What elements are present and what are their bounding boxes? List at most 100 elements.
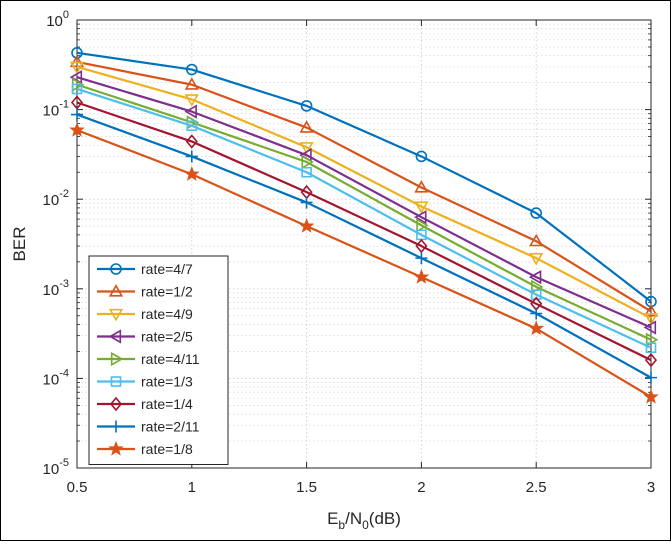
series-line bbox=[76, 129, 652, 398]
y-tick-label: 10-3 bbox=[43, 278, 69, 299]
data-point bbox=[415, 238, 428, 254]
data-point bbox=[301, 154, 314, 170]
series-line bbox=[76, 87, 652, 349]
legend-label: rate=1/8 bbox=[141, 441, 193, 457]
data-point bbox=[643, 320, 657, 335]
series-line bbox=[76, 101, 652, 362]
data-point bbox=[110, 420, 122, 433]
x-axis-label-tail: (dB) bbox=[369, 509, 401, 528]
legend-item: rate=1/3 bbox=[97, 374, 193, 390]
x-axis-label-sub-b: b bbox=[338, 518, 345, 532]
series-rate-2-5 bbox=[69, 70, 657, 335]
data-point bbox=[109, 396, 123, 412]
legend-item: rate=1/8 bbox=[97, 440, 193, 457]
data-point bbox=[530, 307, 543, 320]
data-point bbox=[643, 303, 659, 317]
data-point bbox=[186, 120, 198, 132]
data-point bbox=[69, 121, 85, 137]
legend-item: rate=4/7 bbox=[97, 261, 193, 277]
series-rate-1-2 bbox=[69, 54, 659, 317]
data-point bbox=[416, 218, 429, 233]
data-point bbox=[645, 371, 657, 384]
data-point bbox=[69, 54, 85, 68]
series-line bbox=[76, 65, 652, 320]
series-line bbox=[76, 51, 652, 303]
x-tick-labels: 0.5 1 1.5 2 2.5 3 bbox=[67, 479, 656, 496]
data-point bbox=[414, 210, 427, 225]
data-point bbox=[110, 351, 124, 367]
data-point bbox=[300, 196, 313, 209]
y-tick-label: 100 bbox=[46, 9, 69, 30]
x-tick-label: 1.5 bbox=[296, 479, 317, 496]
series-rate-4-7 bbox=[71, 47, 657, 308]
data-point bbox=[414, 180, 429, 193]
data-point bbox=[415, 252, 428, 265]
data-point bbox=[71, 83, 83, 95]
data-point bbox=[184, 104, 197, 119]
legend-label: rate=4/11 bbox=[141, 351, 200, 367]
x-tick-label: 2 bbox=[417, 479, 425, 496]
legend-label: rate=4/9 bbox=[141, 306, 193, 322]
series-rate-4-9 bbox=[69, 61, 659, 326]
series-line bbox=[76, 83, 652, 341]
data-point bbox=[71, 108, 83, 121]
y-tick-label: 10-1 bbox=[43, 99, 69, 120]
data-point bbox=[414, 201, 429, 214]
y-tick-label: 10-5 bbox=[43, 457, 69, 478]
legend-label: rate=1/4 bbox=[141, 396, 193, 412]
x-tick-label: 0.5 bbox=[67, 479, 88, 496]
data-point bbox=[185, 134, 198, 149]
data-point bbox=[184, 77, 199, 90]
x-axis-label-sub-0: 0 bbox=[362, 518, 369, 532]
data-point bbox=[108, 440, 124, 456]
x-axis-label-main: E bbox=[327, 509, 338, 528]
series-layer bbox=[69, 47, 659, 404]
series-line bbox=[76, 113, 652, 379]
legend-label: rate=4/7 bbox=[141, 261, 193, 277]
data-point bbox=[299, 120, 314, 133]
x-tick-label: 2.5 bbox=[526, 479, 547, 496]
legend-item: rate=1/2 bbox=[97, 284, 193, 300]
legend-label: rate=1/3 bbox=[141, 374, 193, 390]
data-point bbox=[300, 100, 313, 112]
data-point bbox=[184, 166, 200, 181]
legend-label: rate=2/5 bbox=[141, 329, 193, 345]
legend-item: rate=4/11 bbox=[97, 351, 200, 367]
data-point bbox=[644, 352, 658, 368]
data-point bbox=[186, 63, 198, 76]
series-line bbox=[76, 76, 652, 329]
data-point bbox=[530, 207, 543, 219]
series-line bbox=[76, 60, 652, 313]
data-point bbox=[108, 284, 124, 297]
data-point bbox=[301, 166, 312, 178]
y-axis-label: BER bbox=[10, 227, 29, 262]
data-point bbox=[528, 269, 542, 285]
y-tick-labels: 100 10-1 10-2 10-3 10-4 10-5 bbox=[43, 9, 69, 478]
data-point bbox=[643, 388, 659, 404]
axes-box bbox=[76, 19, 652, 469]
series-rate-1-8 bbox=[69, 121, 659, 404]
data-point bbox=[108, 329, 122, 344]
data-point bbox=[643, 313, 659, 326]
x-tick-label: 3 bbox=[647, 479, 655, 496]
data-point bbox=[298, 217, 315, 233]
legend-item: rate=2/11 bbox=[97, 419, 200, 435]
data-point bbox=[528, 320, 544, 336]
legend-item: rate=2/5 bbox=[97, 329, 193, 345]
x-axis-label-mid: /N bbox=[345, 509, 362, 528]
data-point bbox=[184, 94, 199, 107]
data-point bbox=[70, 95, 84, 110]
y-tick-label: 10-4 bbox=[43, 367, 69, 388]
legend-item: rate=4/9 bbox=[97, 306, 193, 322]
data-point bbox=[529, 253, 544, 266]
data-point bbox=[413, 268, 430, 284]
legend-item: rate=1/4 bbox=[97, 396, 193, 412]
data-point bbox=[108, 308, 124, 322]
x-axis-label: Eb/N0(dB) bbox=[327, 509, 401, 532]
data-point bbox=[645, 342, 657, 354]
data-point bbox=[415, 150, 428, 163]
y-tick-label: 10-2 bbox=[43, 188, 69, 209]
data-point bbox=[69, 61, 85, 75]
